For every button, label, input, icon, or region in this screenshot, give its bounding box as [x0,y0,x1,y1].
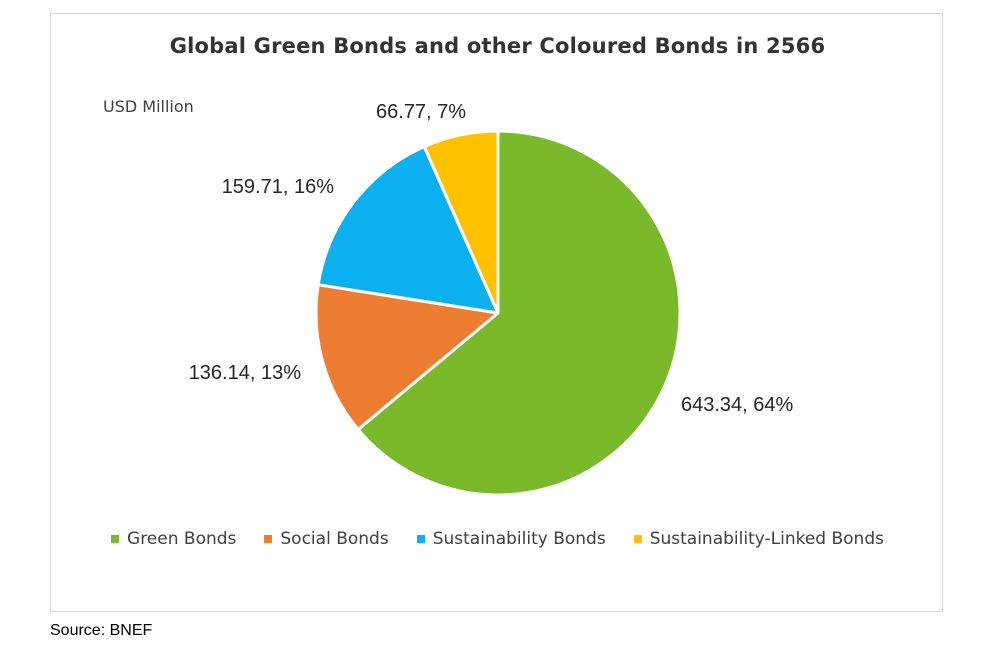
legend-label: Sustainability-Linked Bonds [649,529,884,549]
legend-label: Green Bonds [127,529,237,549]
legend-item-social-bonds: Social Bonds [264,529,389,549]
pie-slice-sustainability-linked-bonds [422,129,500,315]
data-label-social-bonds: 136.14, 13% [189,362,302,384]
legend-label: Social Bonds [280,529,389,549]
pie-slice-green-bonds [356,129,682,497]
legend-swatch [264,535,273,543]
unit-label: USD Million [103,97,194,116]
pie-slice-sustainability-bonds [316,145,500,315]
legend-swatch [633,535,642,543]
legend-label: Sustainability Bonds [432,529,606,549]
legend-item-sustainability-linked-bonds: Sustainability-Linked Bonds [633,529,884,549]
data-label-sustainability-linked-bonds: 66.77, 7% [376,101,466,123]
data-label-green-bonds: 643.34, 64% [681,394,794,416]
chart-frame: Global Green Bonds and other Coloured Bo… [50,13,943,612]
pie-slice-social-bonds [314,283,500,431]
legend-item-sustainability-bonds: Sustainability Bonds [416,529,606,549]
chart-title: Global Green Bonds and other Coloured Bo… [169,34,826,58]
legend-swatch [416,535,425,543]
pie-chart: 643.34, 64% 136.14, 13% 159.71, 16% 66.77, … [189,101,794,497]
legend-swatch [111,535,120,543]
legend-item-green-bonds: Green Bonds [111,529,236,549]
data-label-sustainability-bonds: 159.71, 16% [222,176,335,198]
source-note: Source: BNEF [50,622,153,639]
legend: Green Bonds Social Bonds Sustainability Bo… [51,529,944,549]
